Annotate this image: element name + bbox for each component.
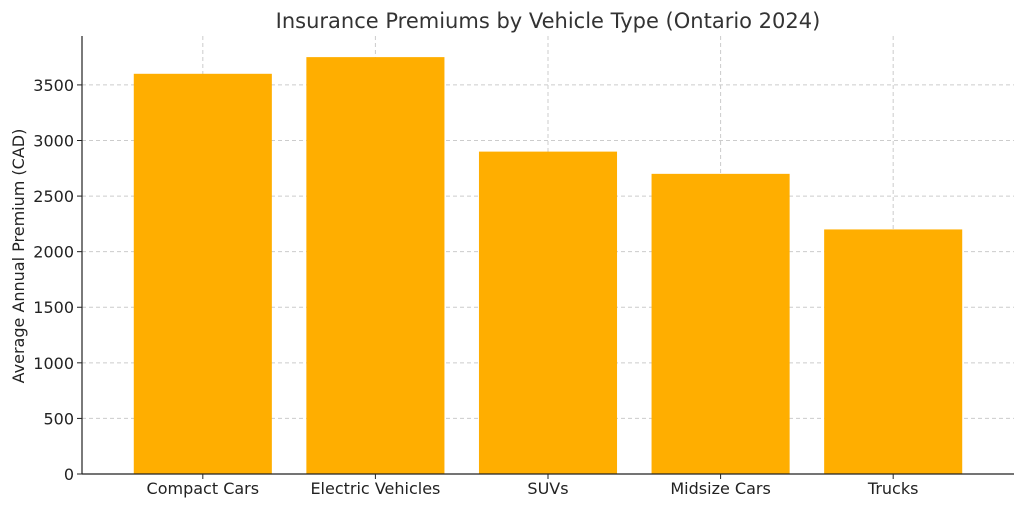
chart-title: Insurance Premiums by Vehicle Type (Onta… bbox=[276, 9, 821, 33]
bar-trucks bbox=[824, 229, 963, 474]
x-ticks: Compact Cars Electric Vehicles SUVs Midsize… bbox=[147, 474, 919, 498]
x-tick-label: SUVs bbox=[527, 479, 568, 498]
bar-electric-vehicles bbox=[306, 57, 445, 474]
x-tick-label: Midsize Cars bbox=[670, 479, 770, 498]
x-tick-label: Electric Vehicles bbox=[310, 479, 440, 498]
y-tick-label: 500 bbox=[43, 409, 74, 428]
y-tick-label: 1500 bbox=[33, 298, 74, 317]
y-tick-label: 3500 bbox=[33, 76, 74, 95]
y-tick-label: 1000 bbox=[33, 354, 74, 373]
y-tick-label: 2500 bbox=[33, 187, 74, 206]
x-tick-label: Trucks bbox=[867, 479, 919, 498]
bar-suvs bbox=[478, 151, 618, 475]
y-tick-label: 2000 bbox=[33, 243, 74, 262]
y-tick-label: 0 bbox=[64, 465, 74, 484]
y-axis-label: Average Annual Premium (CAD) bbox=[9, 129, 28, 384]
y-ticks: 0 500 1000 1500 2000 2500 3000 3500 bbox=[33, 76, 82, 484]
x-tick-label: Compact Cars bbox=[147, 479, 260, 498]
bars bbox=[133, 57, 963, 475]
bar-midsize-cars bbox=[651, 173, 790, 474]
y-tick-label: 3000 bbox=[33, 131, 74, 150]
bar-compact-cars bbox=[133, 73, 272, 475]
